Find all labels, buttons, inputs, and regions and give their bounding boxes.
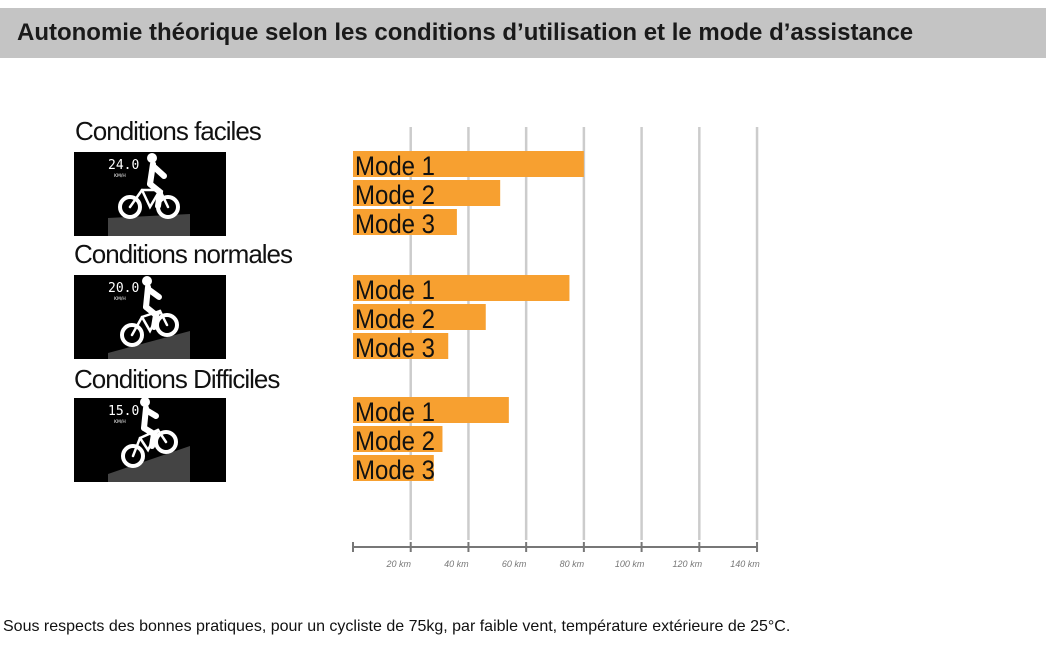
bar-label: Mode 1	[355, 397, 435, 427]
x-tick-label: 20 km	[385, 559, 411, 569]
display-unit: KM/H	[114, 296, 126, 302]
header-bar: Autonomie théorique selon les conditions…	[0, 8, 1046, 58]
bar	[353, 397, 509, 423]
bar	[353, 304, 486, 330]
x-tick-label: 80 km	[560, 559, 585, 569]
x-tick-label: 140 km	[730, 559, 760, 569]
bar	[353, 180, 501, 206]
bar-label: Mode 2	[355, 426, 435, 456]
bar-label: Mode 3	[355, 333, 435, 363]
bar	[353, 209, 457, 235]
condition-title-difficult: Conditions Difficiles	[74, 364, 280, 394]
cyclist-on-flat-terrain-icon: 24.0 KM/H	[74, 152, 226, 236]
cyclist-on-moderate-slope-icon: 20.0 KM/H	[74, 275, 226, 359]
display-unit: KM/H	[114, 419, 126, 425]
display-unit: KM/H	[114, 173, 126, 179]
cyclist-on-steep-slope-icon: 15.0 KM/H	[74, 398, 226, 482]
bar-label: Mode 2	[355, 304, 435, 334]
x-tick-label: 40 km	[444, 559, 469, 569]
x-tick-label: 120 km	[673, 559, 703, 569]
x-tick-label: 60 km	[502, 559, 527, 569]
page-title: Autonomie théorique selon les conditions…	[17, 19, 914, 46]
display-speed: 15.0	[108, 404, 139, 419]
bar	[353, 333, 449, 359]
bar-label: Mode 1	[355, 275, 435, 305]
bar-label: Mode 3	[355, 209, 435, 239]
display-speed: 24.0	[108, 158, 139, 173]
display-speed: 20.0	[108, 281, 139, 296]
condition-title-normal: Conditions normales	[74, 239, 293, 269]
footnote: Sous respects des bonnes pratiques, pour…	[3, 618, 791, 635]
bar	[353, 151, 584, 177]
condition-title-easy: Conditions faciles	[75, 116, 262, 146]
bar-label: Mode 2	[355, 180, 435, 210]
bar	[353, 426, 443, 452]
bar	[353, 455, 434, 481]
bar-label: Mode 1	[355, 151, 435, 181]
x-tick-label: 100 km	[615, 559, 645, 569]
bar	[353, 275, 570, 301]
bar-label: Mode 3	[355, 455, 435, 485]
